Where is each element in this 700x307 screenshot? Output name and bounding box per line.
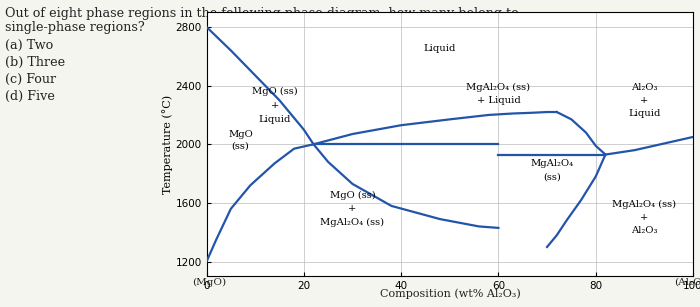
Text: Liquid: Liquid [424,45,456,53]
Text: MgAl₂O₄ (ss): MgAl₂O₄ (ss) [466,83,531,92]
Text: Al₂O₃: Al₂O₃ [631,83,657,91]
Text: Liquid: Liquid [628,109,661,118]
Text: Composition (wt% Al₂O₃): Composition (wt% Al₂O₃) [379,289,520,299]
Text: +: + [640,213,648,222]
Text: MgAl₂O₄ (ss): MgAl₂O₄ (ss) [321,217,384,227]
Y-axis label: Temperature (°C): Temperature (°C) [162,95,173,194]
Text: (ss): (ss) [543,172,561,181]
Text: (MgO): (MgO) [192,278,226,287]
Text: (d) Five: (d) Five [5,90,55,103]
Text: +: + [349,204,356,213]
Text: MgO (ss): MgO (ss) [252,87,298,96]
Text: Al₂O₃: Al₂O₃ [631,226,657,235]
Text: MgO: MgO [228,130,253,138]
Text: + Liquid: + Liquid [477,96,520,105]
Text: +: + [640,96,648,105]
Text: MgAl₂O₄ (ss): MgAl₂O₄ (ss) [612,200,676,209]
Text: (Al₂O₃): (Al₂O₃) [674,278,700,287]
Text: MgO (ss): MgO (ss) [330,191,375,200]
Text: Liquid: Liquid [258,115,290,124]
Text: (ss): (ss) [232,142,249,151]
Text: (a) Two: (a) Two [5,39,53,52]
Text: (c) Four: (c) Four [5,73,56,86]
Text: single-phase regions?: single-phase regions? [5,21,145,34]
Text: (b) Three: (b) Three [5,56,65,69]
Text: Out of eight phase regions in the following phase diagram, how many belong to: Out of eight phase regions in the follow… [5,7,519,20]
Text: MgAl₂O₄: MgAl₂O₄ [531,159,573,168]
Text: +: + [270,101,279,110]
